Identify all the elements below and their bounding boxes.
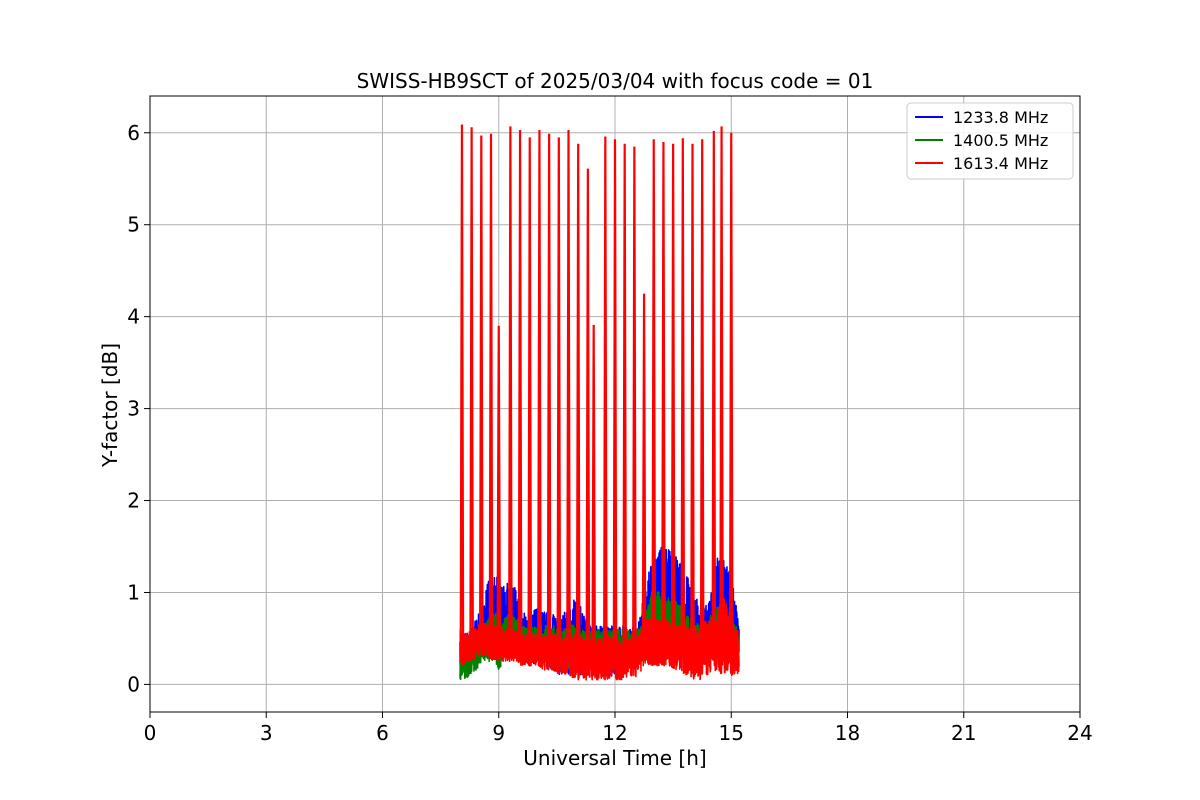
series-spike xyxy=(527,137,533,648)
legend-box xyxy=(906,102,1074,180)
series-spike xyxy=(537,130,542,649)
series-spike xyxy=(670,143,676,650)
x-tick-label: 6 xyxy=(376,721,389,745)
series-spike xyxy=(591,324,596,662)
series-spike xyxy=(641,293,647,650)
series-spike xyxy=(479,135,484,639)
y-tick-label: 3 xyxy=(127,397,140,421)
x-tick-label: 15 xyxy=(719,721,744,745)
series-spike xyxy=(575,143,581,662)
legend-item: 1400.5 MHz xyxy=(915,131,1048,150)
series-spike xyxy=(488,133,494,641)
series-spike xyxy=(585,168,591,662)
legend-label: 1613.4 MHz xyxy=(953,154,1048,173)
x-tick-label: 9 xyxy=(492,721,505,745)
x-axis-label: Universal Time [h] xyxy=(523,746,706,770)
series-spike xyxy=(728,132,734,657)
series-spike xyxy=(556,137,562,656)
y-tick-label: 5 xyxy=(127,213,140,237)
legend-item: 1613.4 MHz xyxy=(915,154,1048,173)
legend-item: 1233.8 MHz xyxy=(915,108,1048,127)
series-spike xyxy=(699,139,705,661)
legend: 1233.8 MHz 1400.5 MHz 1613.4 MHz xyxy=(906,102,1074,180)
series-spike xyxy=(632,146,637,660)
series-spike xyxy=(566,130,571,657)
series-line xyxy=(459,598,740,681)
legend-label: 1400.5 MHz xyxy=(953,131,1048,150)
series-spike xyxy=(622,143,627,662)
series-spike xyxy=(469,127,474,644)
y-tick-label: 4 xyxy=(127,305,140,329)
y-tick-label: 0 xyxy=(127,672,140,696)
y-tick-label: 2 xyxy=(127,489,140,513)
y-axis-label: Y-factor [dB] xyxy=(98,343,122,468)
series-spike xyxy=(680,138,686,656)
x-tick-label: 0 xyxy=(144,721,157,745)
x-tick-label: 24 xyxy=(1067,721,1092,745)
y-tick-label: 6 xyxy=(127,121,140,145)
x-tick-label: 3 xyxy=(260,721,273,745)
plot-data xyxy=(459,124,740,681)
series-spike xyxy=(719,126,724,657)
chart-title: SWISS-HB9SCT of 2025/03/04 with focus co… xyxy=(357,69,874,93)
series-spike xyxy=(661,141,666,648)
series-spike xyxy=(496,325,502,644)
series-spike xyxy=(603,136,608,662)
series-spike xyxy=(517,130,523,647)
series-spike xyxy=(711,130,717,657)
series-spike xyxy=(459,124,465,648)
y-tick-label: 1 xyxy=(127,580,140,604)
series-spike xyxy=(546,133,552,653)
series-spike xyxy=(651,139,657,648)
series-spike xyxy=(690,143,695,662)
legend-label: 1233.8 MHz xyxy=(953,108,1048,127)
series-1613-4-mhz xyxy=(459,124,740,681)
x-tick-label: 18 xyxy=(835,721,860,745)
x-tick-label: 21 xyxy=(951,721,976,745)
x-tick-label: 12 xyxy=(602,721,627,745)
series-spike xyxy=(508,126,513,644)
series-spike xyxy=(612,139,618,662)
